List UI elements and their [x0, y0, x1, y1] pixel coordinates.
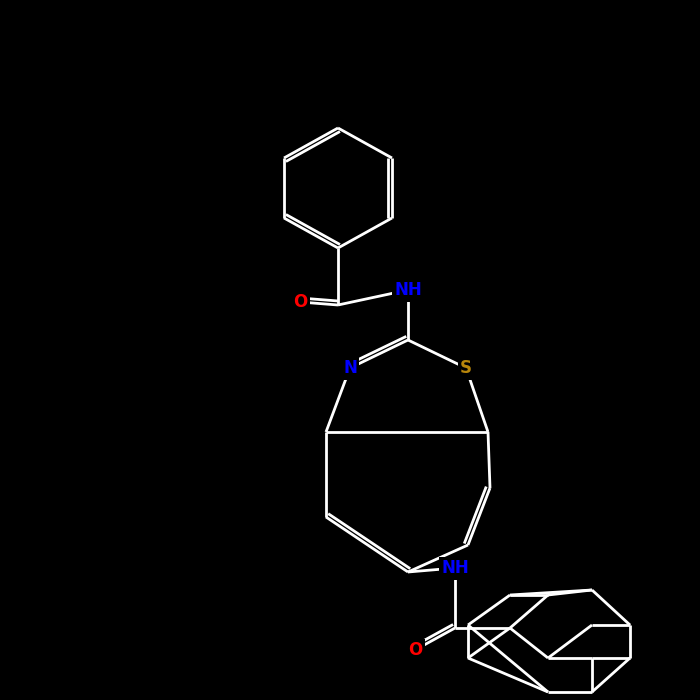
Text: S: S — [460, 359, 472, 377]
Text: O: O — [293, 293, 307, 311]
Text: O: O — [408, 641, 422, 659]
Text: NH: NH — [441, 559, 469, 577]
Text: NH: NH — [394, 281, 422, 299]
Text: N: N — [343, 359, 357, 377]
